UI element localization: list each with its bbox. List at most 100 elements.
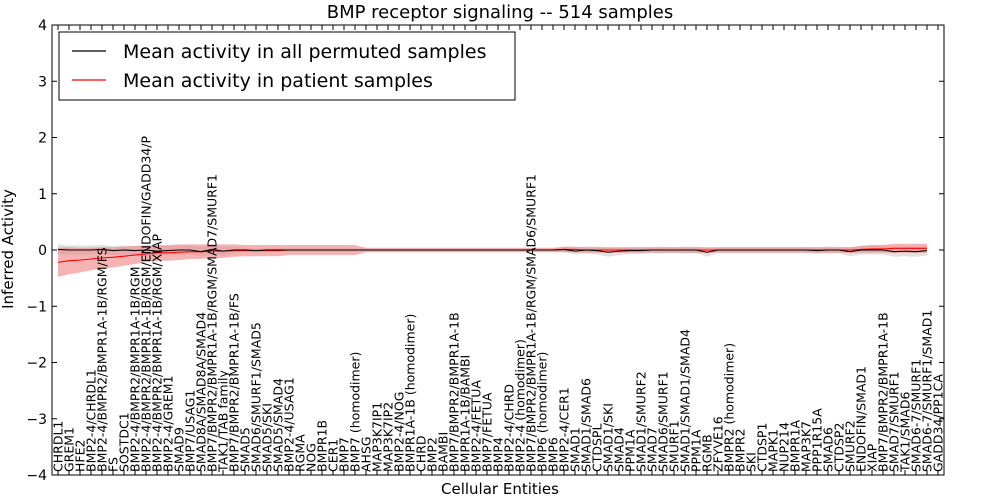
x-tick-label: TAK1/SMAD6 (898, 392, 913, 473)
x-tick-label: RGMA (293, 434, 308, 472)
x-tick-label: BMP2-4/USAG1 (282, 377, 297, 472)
y-tick-label: 4 (38, 18, 47, 34)
x-axis-ticks (57, 25, 939, 475)
y-tick-label: 1 (38, 187, 47, 203)
x-tick-label: BMP2-4/CHRD (502, 384, 517, 472)
x-tick-label: SMAD1/SMAD6 (579, 378, 594, 472)
x-tick-label: BMP7/BMPR2/BMPR1A-1B (876, 312, 891, 472)
x-tick-label: BMP7/BMPR2/BMPR1A-1B (447, 312, 462, 472)
y-tick-label: −4 (26, 468, 47, 484)
x-tick-label: ENDOFIN/SMAD1 (854, 366, 869, 472)
legend-box (58, 31, 516, 101)
x-tick-label: MAP3K7 (799, 421, 814, 472)
x-tick-label: BMP7/USAG1 (183, 390, 198, 472)
legend: Mean activity in all permuted samples Me… (58, 31, 516, 101)
x-tick-label: MAP3K7IP2 (381, 402, 396, 472)
x-tick-label: BMP2-4/GREM1 (161, 375, 176, 472)
x-tick-label: FS (106, 457, 121, 472)
legend-label-permuted: Mean activity in all permuted samples (123, 41, 486, 63)
x-tick-label: BMP2-4/CHRDL1 (84, 369, 99, 472)
x-tick-label: BMPR1A (788, 419, 803, 472)
x-tick-label: SOSTDC1 (117, 412, 132, 472)
x-tick-label: SMAD9 (172, 427, 187, 472)
x-tick-label: BMP4 (491, 437, 506, 472)
x-tick-label: SMAD5/SKI (260, 403, 275, 472)
x-axis-tick-labels: CHRDL1GREM1HFE2BMP2-4/CHRDL1BMP2-4/BMPR2… (51, 136, 946, 473)
x-tick-label: SMAD1/SMAD1/SMAD4 (678, 329, 693, 472)
y-tick-label: −2 (26, 356, 47, 372)
x-tick-label: TAK1/TAB family (216, 369, 231, 473)
x-tick-label: CTDSP2 (832, 423, 847, 472)
x-tick-label: SMAD6/SMURF1/SMAD5 (249, 322, 264, 472)
x-tick-label: BMPR1B (315, 420, 330, 472)
x-tick-label: SMAD7/SMURF1 (887, 371, 902, 472)
x-tick-label: SMURF1 (667, 420, 682, 472)
y-axis-label: Inferred Activity (0, 189, 17, 309)
y-tick-label: 3 (38, 74, 47, 90)
x-tick-label: AHSG (359, 436, 374, 472)
x-tick-label: SMAD6-7/SMURF1 (909, 359, 924, 472)
y-tick-label: 2 (38, 131, 47, 147)
x-tick-label: GADD34/PP1CA (931, 374, 946, 472)
x-tick-label: BMP2 (425, 437, 440, 472)
y-tick-label: −3 (26, 412, 47, 428)
x-tick-label: BMP7/FETUA (480, 392, 495, 472)
x-tick-label: BMP2-4/CER1 (557, 387, 572, 472)
x-tick-label: SMAD6/SMURF1 (656, 371, 671, 472)
x-tick-label: CHRDL1 (51, 421, 66, 472)
x-tick-label: RGMB (700, 434, 715, 472)
x-tick-label: BMP7 (homodimer) (348, 352, 363, 472)
x-tick-label: SMAD5/SMAD4 (271, 378, 286, 472)
x-tick-label: PPM1A (623, 429, 638, 472)
series-lines (57, 247, 928, 263)
x-tick-label: BMP2-4/NOG (392, 392, 407, 472)
x-tick-label: XIAP (865, 443, 880, 472)
x-tick-label: BMP2-4/BMPR2/BMPR1A-1B/RGM/FS (95, 247, 110, 472)
x-tick-label: BMP2-4/BMPR2/BMPR1A-1B/RGM (128, 267, 143, 473)
x-tick-label: BMPR2 (homodimer) (722, 343, 737, 472)
x-tick-label: SMAD8A/SMAD8A/SMAD4 (194, 312, 209, 472)
y-axis-ticks: −4 −3 −2 −1 0 1 2 3 4 (26, 18, 944, 484)
x-tick-label: CER1 (326, 439, 341, 472)
x-tick-label: BMPR2 (733, 428, 748, 472)
x-tick-label: CTDSPL (590, 424, 605, 472)
x-tick-label: BMP2-4/BMPR2/BMPR1A-1B/RGM/XIAP (150, 233, 165, 472)
x-tick-label: SMURF2 (843, 420, 858, 472)
x-tick-label: PPM1A (689, 429, 704, 472)
x-tick-label: NOG (304, 443, 319, 472)
x-tick-label: PPP1R15A (810, 408, 825, 472)
y-tick-label: 0 (38, 243, 47, 259)
x-tick-label: SMAD6 (821, 427, 836, 472)
plot-frame (51, 24, 945, 476)
x-tick-label: MAP3K7IP1 (370, 402, 385, 472)
chart-title: BMP receptor signaling -- 514 samples (327, 2, 674, 23)
x-tick-label: SMAD4 (612, 427, 627, 472)
x-tick-label: BMPR1A-1B/BAMBI (458, 355, 473, 472)
x-tick-label: BMP2-4/FETUA (469, 380, 484, 472)
x-tick-label: ZFYVE16 (711, 416, 726, 472)
x-tick-label: BMP7 (337, 437, 352, 472)
x-tick-label: GREM1 (62, 427, 77, 472)
x-tick-label: SMAD1/SKI (601, 403, 616, 472)
x-tick-label: SMAD5 (238, 427, 253, 472)
x-tick-label: CHRD (414, 436, 429, 472)
x-tick-label: SMAD7 (645, 427, 660, 472)
x-tick-label: SMAD1 (568, 427, 583, 472)
x-tick-label: BMP6 (homodimer) (535, 352, 550, 472)
x-tick-label: CTDSP1 (755, 423, 770, 472)
x-tick-label: SMAD6-7/SMURF1/SMAD1 (920, 310, 935, 472)
x-tick-label: BAMBI (436, 432, 451, 472)
x-tick-label: SMAD1/SMURF2 (634, 371, 649, 472)
x-tick-label: BMPR1A-1B (homodimer) (403, 314, 418, 472)
x-tick-label: HFE2 (73, 440, 88, 472)
x-tick-label: SKI (744, 452, 759, 472)
x-tick-label: BMP7/BMPR2/BMPR1A-1B/RGM/SMAD7/SMURF1 (205, 174, 220, 472)
x-tick-label: BMP2-4/BMPR2/BMPR1A-1B/RGM/ENDOFIN/GADD3… (139, 136, 154, 472)
x-tick-label: NUP214 (777, 422, 792, 472)
x-tick-label: BMP7/BMPR2/BMPR1A-1B/RGM/SMAD6/SMURF1 (524, 174, 539, 472)
line-permuted (57, 248, 928, 253)
x-tick-label: BMP7/BMPR2/BMPR1A-1B/FS (227, 293, 242, 472)
x-axis-label: Cellular Entities (441, 480, 559, 498)
x-tick-label: MAPK1 (766, 429, 781, 472)
